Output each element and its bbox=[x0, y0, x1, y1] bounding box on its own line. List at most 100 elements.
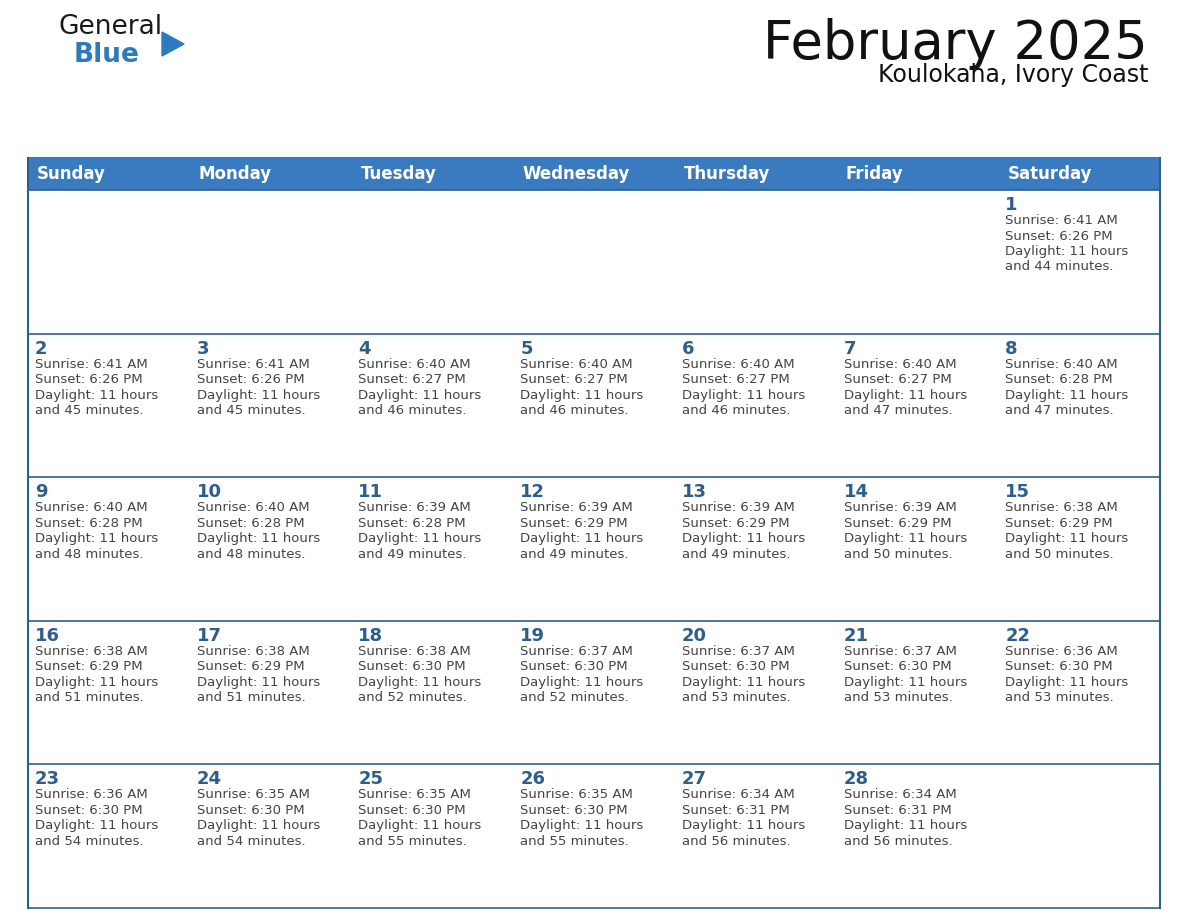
Bar bbox=[675, 190, 836, 333]
Bar bbox=[29, 158, 190, 190]
Bar bbox=[513, 158, 675, 190]
Text: Sunday: Sunday bbox=[37, 165, 106, 183]
Text: Sunset: 6:30 PM: Sunset: 6:30 PM bbox=[1005, 660, 1113, 673]
Text: Blue: Blue bbox=[74, 42, 140, 68]
Text: and 47 minutes.: and 47 minutes. bbox=[1005, 404, 1114, 417]
Text: Sunrise: 6:39 AM: Sunrise: 6:39 AM bbox=[359, 501, 472, 514]
Text: Daylight: 11 hours: Daylight: 11 hours bbox=[682, 676, 805, 688]
Text: February 2025: February 2025 bbox=[763, 18, 1148, 70]
Text: Daylight: 11 hours: Daylight: 11 hours bbox=[843, 820, 967, 833]
Text: and 48 minutes.: and 48 minutes. bbox=[34, 548, 144, 561]
Bar bbox=[675, 333, 836, 477]
Text: Sunrise: 6:41 AM: Sunrise: 6:41 AM bbox=[1005, 214, 1118, 227]
Bar bbox=[352, 621, 513, 765]
Text: Sunrise: 6:41 AM: Sunrise: 6:41 AM bbox=[34, 358, 147, 371]
Bar bbox=[190, 621, 352, 765]
Text: Sunrise: 6:36 AM: Sunrise: 6:36 AM bbox=[1005, 644, 1118, 658]
Text: Daylight: 11 hours: Daylight: 11 hours bbox=[843, 676, 967, 688]
Text: 8: 8 bbox=[1005, 340, 1018, 358]
Text: Wednesday: Wednesday bbox=[523, 165, 630, 183]
Text: Sunset: 6:28 PM: Sunset: 6:28 PM bbox=[1005, 373, 1113, 386]
Text: Sunset: 6:26 PM: Sunset: 6:26 PM bbox=[34, 373, 143, 386]
Text: Daylight: 11 hours: Daylight: 11 hours bbox=[359, 388, 481, 401]
Text: Daylight: 11 hours: Daylight: 11 hours bbox=[682, 388, 805, 401]
Text: Daylight: 11 hours: Daylight: 11 hours bbox=[520, 388, 644, 401]
Text: Sunrise: 6:40 AM: Sunrise: 6:40 AM bbox=[520, 358, 633, 371]
Text: 9: 9 bbox=[34, 483, 48, 501]
Text: Koulokaha, Ivory Coast: Koulokaha, Ivory Coast bbox=[878, 63, 1148, 87]
Bar bbox=[836, 158, 998, 190]
Text: Sunset: 6:30 PM: Sunset: 6:30 PM bbox=[520, 804, 627, 817]
Bar bbox=[29, 333, 190, 477]
Text: Sunrise: 6:40 AM: Sunrise: 6:40 AM bbox=[682, 358, 795, 371]
Text: Sunset: 6:27 PM: Sunset: 6:27 PM bbox=[520, 373, 628, 386]
Text: 19: 19 bbox=[520, 627, 545, 644]
Text: Daylight: 11 hours: Daylight: 11 hours bbox=[843, 388, 967, 401]
Text: and 50 minutes.: and 50 minutes. bbox=[1005, 548, 1114, 561]
Text: and 52 minutes.: and 52 minutes. bbox=[359, 691, 467, 704]
Bar bbox=[836, 190, 998, 333]
Bar bbox=[675, 477, 836, 621]
Text: Sunrise: 6:36 AM: Sunrise: 6:36 AM bbox=[34, 789, 147, 801]
Bar bbox=[998, 621, 1159, 765]
Text: Daylight: 11 hours: Daylight: 11 hours bbox=[520, 532, 644, 545]
Text: Friday: Friday bbox=[846, 165, 903, 183]
Text: and 49 minutes.: and 49 minutes. bbox=[520, 548, 628, 561]
Bar bbox=[352, 765, 513, 908]
Text: Saturday: Saturday bbox=[1007, 165, 1092, 183]
Bar bbox=[836, 477, 998, 621]
Text: Sunset: 6:30 PM: Sunset: 6:30 PM bbox=[34, 804, 143, 817]
Text: Sunset: 6:29 PM: Sunset: 6:29 PM bbox=[34, 660, 143, 673]
Text: Sunrise: 6:40 AM: Sunrise: 6:40 AM bbox=[197, 501, 309, 514]
Text: Sunset: 6:27 PM: Sunset: 6:27 PM bbox=[843, 373, 952, 386]
Text: 20: 20 bbox=[682, 627, 707, 644]
Text: Tuesday: Tuesday bbox=[360, 165, 436, 183]
Text: Sunrise: 6:39 AM: Sunrise: 6:39 AM bbox=[843, 501, 956, 514]
Text: Sunset: 6:28 PM: Sunset: 6:28 PM bbox=[197, 517, 304, 530]
Text: Daylight: 11 hours: Daylight: 11 hours bbox=[34, 820, 158, 833]
Text: and 56 minutes.: and 56 minutes. bbox=[682, 834, 790, 848]
Text: Daylight: 11 hours: Daylight: 11 hours bbox=[197, 676, 320, 688]
Bar bbox=[190, 158, 352, 190]
Text: and 53 minutes.: and 53 minutes. bbox=[682, 691, 790, 704]
Text: Daylight: 11 hours: Daylight: 11 hours bbox=[1005, 245, 1129, 258]
Text: Sunrise: 6:40 AM: Sunrise: 6:40 AM bbox=[1005, 358, 1118, 371]
Bar bbox=[190, 765, 352, 908]
Bar bbox=[513, 190, 675, 333]
Text: Sunrise: 6:37 AM: Sunrise: 6:37 AM bbox=[682, 644, 795, 658]
Text: Sunset: 6:27 PM: Sunset: 6:27 PM bbox=[682, 373, 790, 386]
Text: Sunrise: 6:40 AM: Sunrise: 6:40 AM bbox=[359, 358, 472, 371]
Text: Sunset: 6:30 PM: Sunset: 6:30 PM bbox=[843, 660, 952, 673]
Bar bbox=[29, 765, 190, 908]
Text: Sunrise: 6:41 AM: Sunrise: 6:41 AM bbox=[197, 358, 309, 371]
Text: and 46 minutes.: and 46 minutes. bbox=[682, 404, 790, 417]
Text: Daylight: 11 hours: Daylight: 11 hours bbox=[34, 676, 158, 688]
Text: Sunset: 6:27 PM: Sunset: 6:27 PM bbox=[359, 373, 466, 386]
Bar bbox=[352, 477, 513, 621]
Text: Daylight: 11 hours: Daylight: 11 hours bbox=[1005, 388, 1129, 401]
Text: and 51 minutes.: and 51 minutes. bbox=[34, 691, 144, 704]
Text: Sunset: 6:29 PM: Sunset: 6:29 PM bbox=[197, 660, 304, 673]
Text: Daylight: 11 hours: Daylight: 11 hours bbox=[520, 676, 644, 688]
Text: Thursday: Thursday bbox=[684, 165, 770, 183]
Text: Sunrise: 6:39 AM: Sunrise: 6:39 AM bbox=[520, 501, 633, 514]
Bar bbox=[675, 765, 836, 908]
Text: and 49 minutes.: and 49 minutes. bbox=[682, 548, 790, 561]
Text: Daylight: 11 hours: Daylight: 11 hours bbox=[197, 388, 320, 401]
Text: Daylight: 11 hours: Daylight: 11 hours bbox=[359, 676, 481, 688]
Text: 21: 21 bbox=[843, 627, 868, 644]
Text: Daylight: 11 hours: Daylight: 11 hours bbox=[1005, 676, 1129, 688]
Text: and 46 minutes.: and 46 minutes. bbox=[359, 404, 467, 417]
Text: 23: 23 bbox=[34, 770, 61, 789]
Text: Sunset: 6:30 PM: Sunset: 6:30 PM bbox=[359, 660, 466, 673]
Text: and 45 minutes.: and 45 minutes. bbox=[34, 404, 144, 417]
Text: and 45 minutes.: and 45 minutes. bbox=[197, 404, 305, 417]
Text: Sunset: 6:31 PM: Sunset: 6:31 PM bbox=[843, 804, 952, 817]
Text: Sunrise: 6:34 AM: Sunrise: 6:34 AM bbox=[843, 789, 956, 801]
Text: Sunset: 6:28 PM: Sunset: 6:28 PM bbox=[34, 517, 143, 530]
Bar bbox=[998, 333, 1159, 477]
Text: Sunset: 6:29 PM: Sunset: 6:29 PM bbox=[520, 517, 627, 530]
Text: Sunrise: 6:39 AM: Sunrise: 6:39 AM bbox=[682, 501, 795, 514]
Text: 10: 10 bbox=[197, 483, 222, 501]
Text: 27: 27 bbox=[682, 770, 707, 789]
